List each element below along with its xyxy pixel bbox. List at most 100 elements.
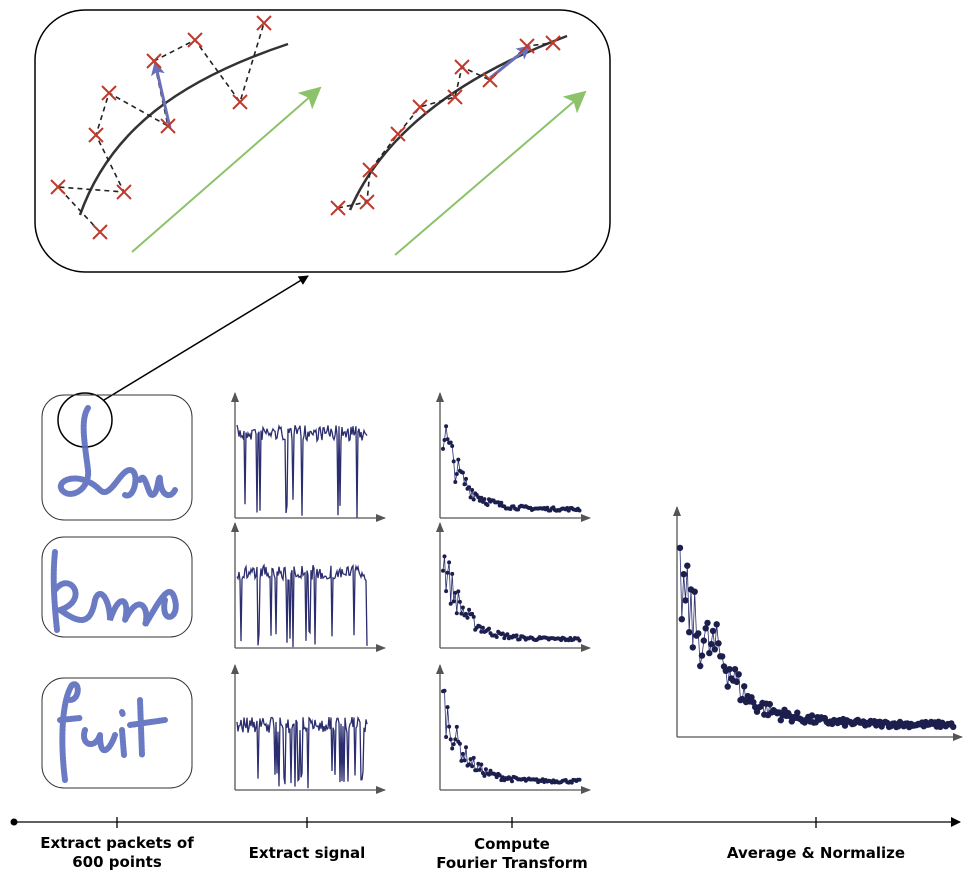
spectrum-point <box>481 626 485 630</box>
spectrum-point <box>809 712 815 718</box>
spectrum-point <box>681 571 687 577</box>
spectrum-point <box>458 742 462 746</box>
spectrum-point <box>767 701 773 707</box>
smooth-path <box>338 43 553 208</box>
spectrum-point <box>443 554 447 558</box>
spectrum-point <box>441 447 445 451</box>
word-box <box>42 537 192 637</box>
signal <box>237 717 367 788</box>
spectrum-point <box>447 725 451 729</box>
step-label: Extract signal <box>249 844 366 862</box>
spectrum-point <box>449 737 453 741</box>
spectrum-point <box>461 752 465 756</box>
spectrum-point <box>578 778 582 782</box>
spectrum-point <box>726 666 732 672</box>
spectrum-point <box>444 735 448 739</box>
spectrum-line <box>443 426 579 510</box>
spectrum-point <box>467 485 471 489</box>
cross <box>93 225 107 239</box>
spectrum-point <box>446 571 450 575</box>
spectrum-point <box>701 637 707 643</box>
cross <box>483 73 497 87</box>
zoom-arrow <box>104 276 308 400</box>
spectrum-point <box>710 628 716 634</box>
curve <box>80 44 288 215</box>
spectrum-line <box>443 556 579 640</box>
points <box>51 16 560 239</box>
spectrum-point <box>692 589 698 595</box>
spectrum-point <box>456 458 460 462</box>
spectrum-point <box>472 615 476 619</box>
spectrum-point <box>478 768 482 772</box>
spectrum-point <box>450 572 454 576</box>
spectrum-point <box>732 666 738 672</box>
spectrum-point <box>679 616 685 622</box>
handwriting <box>54 552 176 630</box>
spectrum-point <box>697 663 703 669</box>
step-label: Extract packets of <box>40 834 194 852</box>
step-label: Fourier Transform <box>436 854 588 872</box>
spectrum-point <box>794 710 800 716</box>
spectrum-point <box>461 471 465 475</box>
spectrum-point <box>464 612 468 616</box>
spectrum-point <box>499 501 503 505</box>
vector <box>155 62 170 128</box>
spectrum-point <box>712 646 718 652</box>
spectrum-point <box>458 600 462 604</box>
step-label: Compute <box>474 835 550 853</box>
spectrum-point <box>725 683 731 689</box>
spectrum-point <box>578 639 582 643</box>
spectrum-line <box>443 691 579 783</box>
spectrum-point <box>695 630 701 636</box>
signal <box>237 565 367 647</box>
cross <box>257 16 271 30</box>
cross <box>360 195 374 209</box>
spectrum-point <box>441 569 445 573</box>
spectrum-point <box>482 497 486 501</box>
spectrum-point <box>466 616 470 620</box>
spectrum-point <box>699 652 705 658</box>
spectrum-point <box>463 482 467 486</box>
spectrum-point <box>456 589 460 593</box>
spectrum-point <box>453 480 457 484</box>
spectrum-line <box>680 548 953 727</box>
spectrum-point <box>455 725 459 729</box>
spectrum-point <box>472 756 476 760</box>
spectrum-point <box>443 689 447 693</box>
spectrum-point <box>515 633 519 637</box>
spectrum-point <box>950 724 956 730</box>
spectrum-point <box>452 459 456 463</box>
step-label: Average & Normalize <box>727 844 905 862</box>
spectrum-point <box>704 620 710 626</box>
cross <box>117 185 131 199</box>
spectrum-point <box>495 635 499 639</box>
diagram: Extract packets of 600 points Extract si… <box>0 0 963 872</box>
direction-arrow <box>132 88 320 252</box>
cross <box>520 39 534 53</box>
spectrum-point <box>449 441 453 445</box>
handwriting <box>60 684 165 780</box>
spectrum-point <box>715 640 721 646</box>
spectrum-point <box>450 444 454 448</box>
spectrum-point <box>484 767 488 771</box>
spectrum-point <box>708 641 714 647</box>
cross <box>233 95 247 109</box>
spectrum-point <box>578 509 582 513</box>
spectrum-point <box>446 437 450 441</box>
cross <box>455 60 469 74</box>
step-label: 600 points <box>72 853 162 871</box>
spectrum-point <box>487 627 491 631</box>
spectrum-point <box>455 611 459 615</box>
spectrum-point <box>452 742 456 746</box>
spectrum-point <box>684 563 690 569</box>
spectrum-point <box>690 644 696 650</box>
spectrum-point <box>734 679 740 685</box>
spectrum-point <box>505 632 509 636</box>
spectrum-point <box>455 472 459 476</box>
spectrum-point <box>470 488 474 492</box>
spectrum-point <box>467 608 471 612</box>
spectrum-point <box>682 597 688 603</box>
spectrum-point <box>714 621 720 627</box>
spectrum-point <box>470 764 474 768</box>
spectrum-point <box>510 779 514 783</box>
